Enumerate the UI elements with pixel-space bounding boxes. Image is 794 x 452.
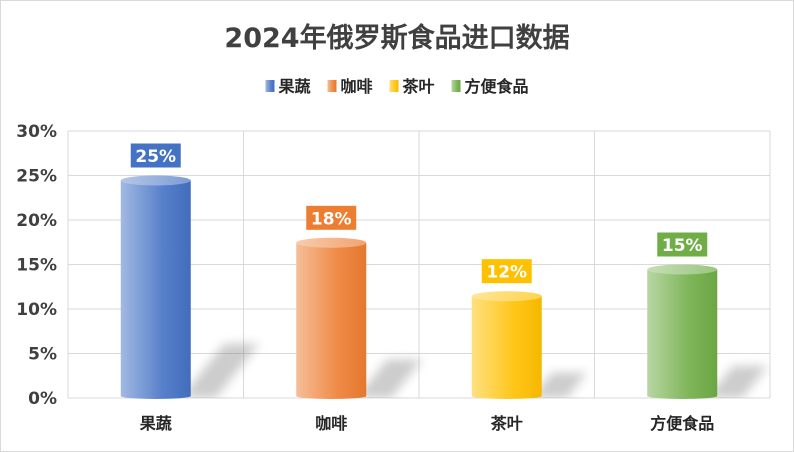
y-tick-label: 10% [16,300,57,320]
data-label-box [130,143,181,168]
axis-labels: 0% 5% 10% 15% 20% 25% 30% 果蔬 咖啡 茶叶 方便食品 [16,122,714,433]
legend-swatch [389,80,399,92]
bar-shadow [707,365,768,398]
data-labels: 25% 18% 12% 15% [130,143,708,284]
y-tick-label: 15% [16,256,57,276]
legend-item: 果蔬 [265,77,310,96]
bar-cylinder [120,180,191,399]
bar-shadows [180,343,768,398]
legend-swatch [327,80,337,92]
bar-cylinder-top [471,291,542,302]
legend: 果蔬 咖啡 茶叶 方便食品 [265,77,529,96]
legend-swatch [265,80,275,92]
bar-cylinder [647,269,718,399]
bar-cylinder [296,242,367,399]
bar-cylinder-top [120,175,191,186]
bar-shadow [531,372,588,398]
bar-cylinder [471,296,542,399]
legend-label: 咖啡 [340,77,372,96]
x-tick-label: 方便食品 [650,414,714,433]
data-label-box [657,232,708,257]
data-label: 18% [311,209,352,229]
legend-swatch [451,80,461,92]
data-label-box [481,259,532,284]
chart-title: 2024年俄罗斯食品进口数据 [224,22,569,54]
data-label: 15% [662,236,703,256]
data-label: 12% [486,263,527,283]
legend-item: 茶叶 [389,77,435,96]
legend-label: 茶叶 [402,77,435,96]
data-label: 25% [135,147,176,167]
bars [120,175,718,399]
y-tick-label: 20% [16,211,57,231]
legend-label: 方便食品 [465,77,529,96]
y-tick-label: 25% [16,167,57,187]
x-tick-label: 咖啡 [315,414,347,433]
bar-shadow [180,343,260,398]
legend-item: 方便食品 [451,77,529,96]
bar-cylinder-top [647,264,718,275]
y-tick-label: 30% [16,122,57,142]
y-tick-label: 5% [28,345,57,365]
x-tick-label: 茶叶 [490,414,523,433]
data-label-box [306,205,357,230]
bar-cylinder-top [296,237,367,248]
legend-label: 果蔬 [277,77,310,96]
bar-shadow [356,359,423,398]
y-tick-label: 0% [28,389,57,409]
x-tick-label: 果蔬 [139,414,172,433]
legend-item: 咖啡 [327,77,373,96]
